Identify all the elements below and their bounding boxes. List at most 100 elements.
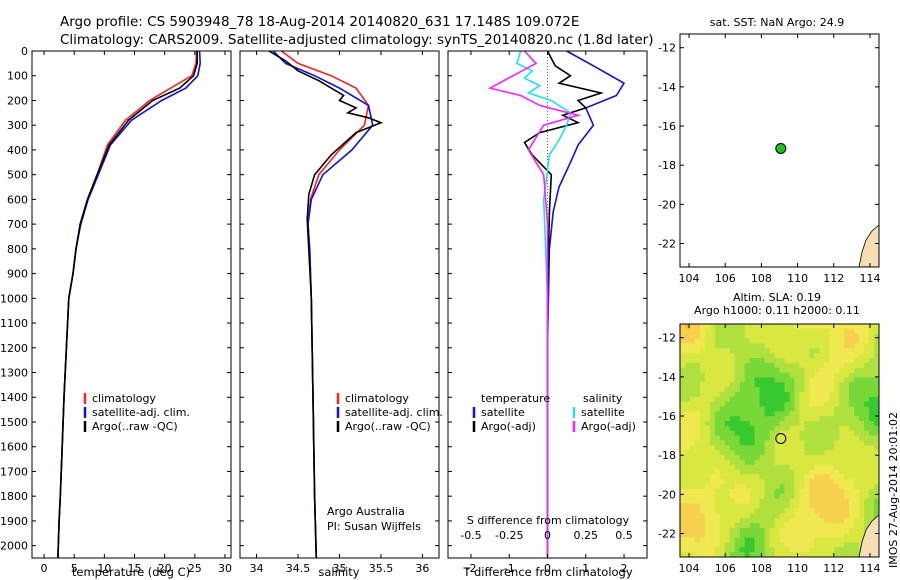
- sla-heatmap-cell: [864, 450, 870, 456]
- sla-heatmap-cell: [704, 523, 711, 529]
- sla-heatmap-cell: [869, 474, 875, 480]
- sla-heatmap-cell: [804, 406, 810, 412]
- sla-heatmap-cell: [779, 348, 785, 354]
- sla-heatmap-cell: [694, 489, 701, 495]
- depth-ytick-label-6: 600: [7, 193, 28, 206]
- depth-ytick-label-4: 400: [7, 144, 28, 157]
- sla-heatmap-cell: [794, 532, 800, 538]
- sla-heatmap-cell: [824, 416, 830, 422]
- sla-heatmap-cell: [874, 513, 880, 519]
- sla-heatmap-cell: [829, 542, 835, 548]
- sla-heatmap-cell: [839, 435, 845, 441]
- sla-heatmap-cell: [689, 513, 696, 519]
- sla-heatmap-cell: [794, 406, 800, 412]
- sla-heatmap-cell: [734, 484, 741, 490]
- sla-heatmap-cell: [814, 357, 820, 364]
- sla-heatmap-cell: [694, 328, 701, 335]
- sla-heatmap-cell: [699, 503, 706, 509]
- sla-heatmap-cell: [789, 527, 795, 534]
- sla-heatmap-cell: [849, 362, 855, 369]
- sla-heatmap-cell: [724, 338, 731, 344]
- sla-heatmap-cell: [729, 508, 736, 514]
- sla-heatmap-cell: [689, 328, 696, 335]
- sla-heatmap-cell: [764, 387, 770, 393]
- sla-heatmap-cell: [764, 430, 770, 437]
- sla-heatmap-cell: [694, 503, 701, 509]
- sla-heatmap-cell: [854, 387, 860, 393]
- sla-heatmap-cell: [764, 445, 770, 451]
- sla-heatmap-cell: [834, 542, 840, 548]
- sla-heatmap-cell: [709, 523, 716, 529]
- sla-heatmap-cell: [709, 537, 716, 543]
- sla-heatmap-cell: [854, 450, 860, 456]
- sla-heatmap-cell: [744, 542, 751, 548]
- sla-heatmap-cell: [839, 552, 845, 558]
- sla-heatmap-cell: [854, 377, 860, 383]
- sla-heatmap-cell: [809, 387, 815, 393]
- sla-heatmap-cell: [844, 469, 850, 475]
- sla-heatmap-cell: [849, 328, 855, 335]
- sla-heatmap-cell: [839, 537, 845, 543]
- sla-heatmap-cell: [814, 391, 820, 398]
- sla-heatmap-cell: [829, 416, 835, 422]
- sla-heatmap-cell: [734, 348, 741, 354]
- sla-heatmap-cell: [869, 372, 875, 378]
- sla-heatmap-cell: [814, 362, 820, 369]
- sla-heatmap-cell: [724, 450, 731, 456]
- sla-heatmap-cell: [794, 391, 800, 398]
- sla-heatmap-cell: [864, 372, 870, 378]
- sla-heatmap-cell: [739, 348, 746, 354]
- sla-heatmap-cell: [724, 537, 731, 543]
- sla-heatmap-cell: [734, 527, 741, 534]
- sla-heatmap-cell: [699, 391, 706, 398]
- sla-heatmap-cell: [680, 464, 686, 471]
- sla-heatmap-cell: [749, 503, 756, 509]
- sla-heatmap-cell: [864, 328, 870, 335]
- sla-heatmap-cell: [824, 411, 830, 417]
- sla-heatmap-cell: [789, 333, 795, 339]
- sla-heatmap-cell: [680, 493, 686, 500]
- sla-heatmap-cell: [849, 425, 855, 432]
- sla-heatmap-cell: [819, 503, 825, 509]
- sla-heatmap-cell: [874, 357, 880, 364]
- sla-heatmap-cell: [680, 372, 686, 378]
- sla-heatmap-cell: [794, 450, 800, 456]
- sla-heatmap-cell: [864, 464, 870, 471]
- sla-heatmap-cell: [834, 440, 840, 446]
- sla-heatmap-cell: [829, 401, 835, 407]
- sla-heatmap-cell: [789, 450, 795, 456]
- sla-heatmap-cell: [834, 547, 840, 553]
- sla-heatmap-cell: [859, 328, 865, 335]
- sla-heatmap-cell: [754, 532, 761, 538]
- sla-heatmap-cell: [734, 357, 741, 364]
- sla-heatmap-cell: [694, 416, 701, 422]
- sla-heatmap-cell: [804, 537, 810, 543]
- sla-heatmap-cell: [759, 430, 765, 437]
- sla-heatmap-cell: [714, 387, 721, 393]
- sla-heatmap-cell: [739, 450, 746, 456]
- sla-heatmap-cell: [699, 542, 706, 548]
- sla-heatmap-cell: [684, 353, 691, 359]
- sla-heatmap-cell: [774, 411, 780, 417]
- sla-heatmap-cell: [769, 324, 775, 330]
- sla-heatmap-cell: [709, 348, 716, 354]
- sla-heatmap-cell: [729, 518, 736, 524]
- sla-map-ytick-label-2: -16: [658, 410, 676, 423]
- sla-heatmap-cell: [704, 513, 711, 519]
- sla-heatmap-cell: [784, 348, 790, 354]
- sla-heatmap-cell: [784, 532, 790, 538]
- sla-heatmap-cell: [834, 387, 840, 393]
- sla-heatmap-cell: [759, 547, 765, 553]
- sla-heatmap-cell: [694, 348, 701, 354]
- sla-heatmap-cell: [729, 425, 736, 432]
- sla-heatmap-cell: [819, 508, 825, 514]
- sla-heatmap-cell: [789, 324, 795, 330]
- sla-heatmap-cell: [680, 377, 686, 383]
- sla-heatmap-cell: [769, 377, 775, 383]
- sla-heatmap-cell: [714, 362, 721, 369]
- sla-heatmap-cell: [719, 324, 726, 330]
- sla-heatmap-cell: [680, 401, 686, 407]
- sla-heatmap-cell: [799, 523, 805, 529]
- sla-heatmap-cell: [709, 464, 716, 471]
- sla-heatmap-cell: [844, 547, 850, 553]
